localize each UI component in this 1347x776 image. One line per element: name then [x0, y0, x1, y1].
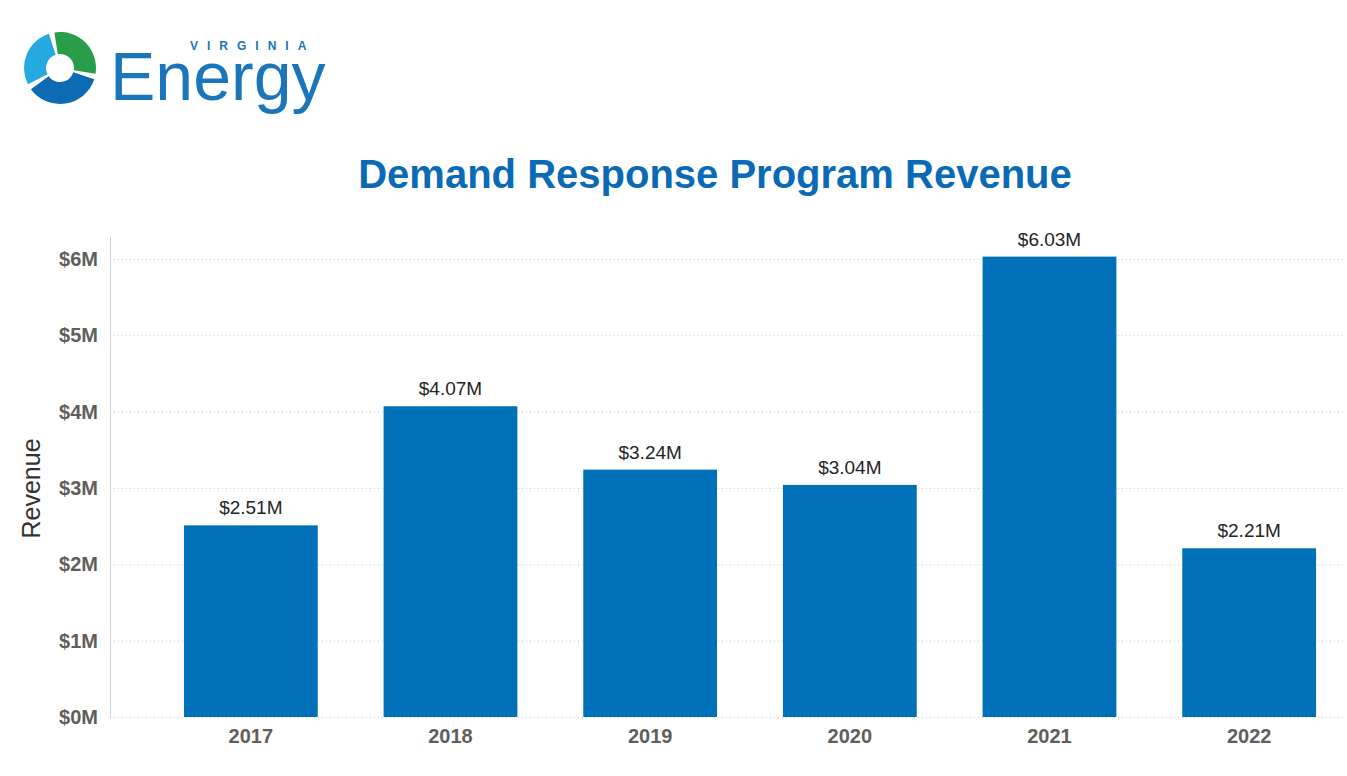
x-tick: 2022 — [1227, 717, 1272, 747]
x-tick-label: 2019 — [628, 725, 673, 747]
y-axis: $0M $1M $2M $3M $4M $5M $6M — [59, 237, 1345, 728]
x-tick: 2020 — [828, 717, 873, 747]
grid-line — [110, 412, 1345, 413]
bar — [1182, 548, 1316, 717]
data-label: $2.21M — [1217, 520, 1280, 541]
y-tick-label: $2M — [59, 553, 98, 575]
data-label: $4.07M — [419, 378, 482, 399]
chart-title: Demand Response Program Revenue — [358, 152, 1072, 196]
data-label: $3.04M — [818, 457, 881, 478]
y-tick-label: $3M — [59, 477, 98, 499]
x-tick-label: 2020 — [828, 725, 873, 747]
x-tick-label: 2018 — [428, 725, 473, 747]
bar — [783, 485, 917, 717]
x-tick: 2021 — [1027, 717, 1072, 747]
y-tick: $5M — [59, 324, 1345, 346]
data-label: $3.24M — [618, 442, 681, 463]
y-tick: $4M — [59, 401, 1345, 423]
logo-text: Energy — [110, 38, 325, 114]
bars — [184, 257, 1316, 717]
grid-line — [110, 488, 1345, 489]
logo-arc-green — [54, 32, 96, 74]
grid-line — [110, 259, 1345, 260]
bar — [983, 257, 1117, 717]
data-label: $2.51M — [219, 497, 282, 518]
y-axis-title: Revenue — [17, 438, 45, 538]
x-axis: 2017 2018 2019 2020 2021 2022 — [151, 717, 1347, 747]
x-tick: 2017 — [229, 717, 274, 747]
y-axis-line — [110, 237, 111, 718]
grid-line — [110, 335, 1345, 336]
x-tick-label: 2022 — [1227, 725, 1272, 747]
x-axis-line — [151, 717, 1347, 718]
logo-arc-light — [24, 34, 56, 85]
y-tick-label: $1M — [59, 630, 98, 652]
y-tick-label: $4M — [59, 401, 98, 423]
bar — [583, 470, 717, 717]
grid-line — [110, 717, 1345, 718]
y-tick-label: $0M — [59, 706, 98, 728]
x-tick-label: 2017 — [229, 725, 274, 747]
bar — [384, 406, 518, 717]
x-tick: 2019 — [628, 717, 673, 747]
x-tick-label: 2021 — [1027, 725, 1072, 747]
bar — [184, 525, 318, 717]
y-tick-label: $6M — [59, 248, 98, 270]
data-labels: $2.51M $4.07M $3.24M $3.04M $6.03M $2.21M — [219, 229, 1281, 542]
y-tick: $6M — [59, 248, 1345, 270]
chart-svg: VIRGINIAEnergy Demand Response Program Re… — [0, 0, 1347, 776]
x-tick: 2018 — [428, 717, 473, 747]
data-label: $6.03M — [1018, 229, 1081, 250]
y-tick-label: $5M — [59, 324, 98, 346]
logo: VIRGINIAEnergy — [24, 32, 325, 114]
